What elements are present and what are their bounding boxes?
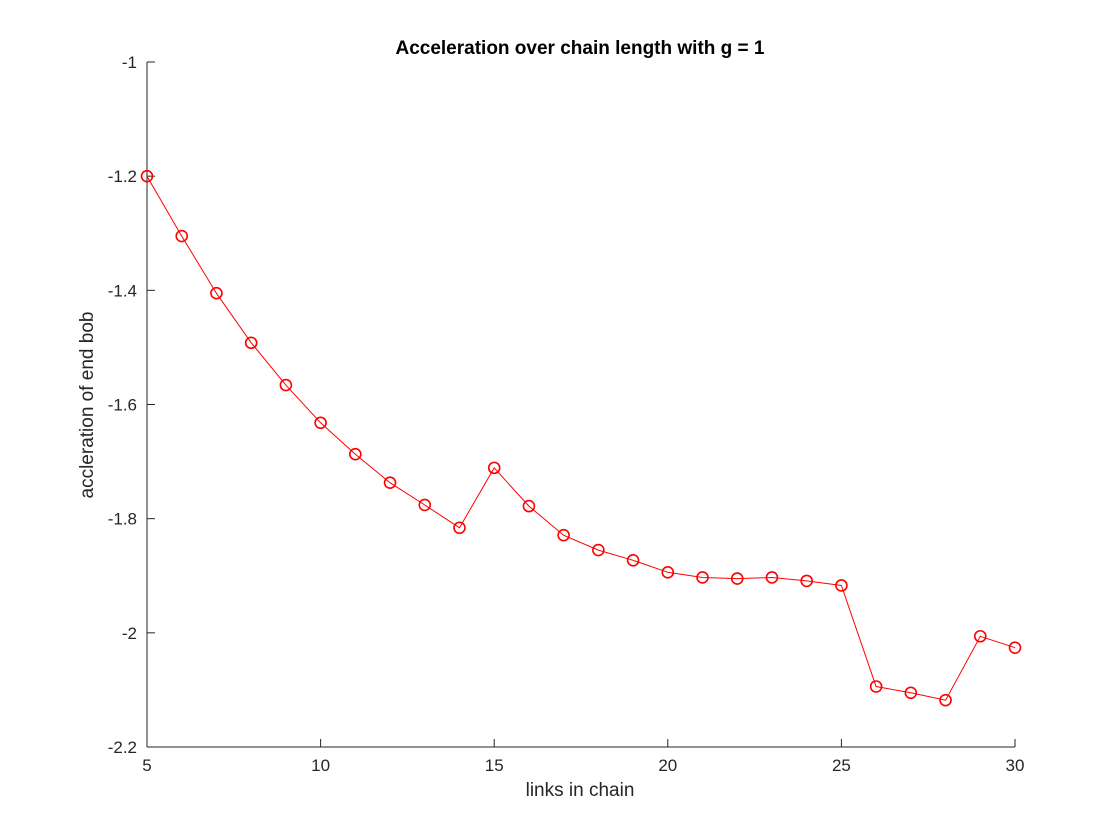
y-tick-label: -1	[122, 53, 137, 72]
data-point	[522, 499, 536, 513]
y-tick-label: -2.2	[108, 738, 137, 757]
data-point	[626, 554, 640, 567]
data-point	[383, 476, 397, 490]
x-tick-label: 30	[1006, 756, 1025, 775]
data-point	[453, 521, 466, 535]
y-tick-label: -2	[122, 624, 137, 643]
data-point	[869, 680, 883, 693]
x-tick-label: 15	[485, 756, 504, 775]
y-tick-label: -1.2	[108, 167, 137, 186]
data-point	[210, 286, 223, 300]
data-point	[557, 528, 570, 542]
data-point	[244, 336, 258, 350]
chart-title: Acceleration over chain length with g = …	[395, 38, 764, 59]
x-tick-label: 20	[658, 756, 677, 775]
data-point	[592, 543, 605, 557]
data-point	[835, 579, 848, 592]
data-point	[140, 169, 154, 183]
data-point	[973, 629, 987, 643]
x-tick-label: 5	[142, 756, 151, 775]
data-point	[730, 572, 744, 585]
data-point	[800, 574, 813, 588]
y-tick-label: -1.6	[108, 396, 137, 415]
y-tick-label: -1.8	[108, 510, 137, 529]
data-point	[279, 378, 293, 392]
series-line	[146, 175, 1016, 701]
y-axis-label: accleration of end bob	[77, 312, 98, 499]
data-point	[175, 229, 189, 243]
data-point	[487, 461, 501, 475]
data-point	[661, 566, 675, 579]
data-point	[1008, 641, 1022, 654]
x-tick-label: 25	[832, 756, 851, 775]
plot-area: 5 10 15 20 25 30 -2.2 -2 -1.8 -1.6 -1.4 -1.2 -1	[108, 53, 1025, 775]
data-point	[349, 447, 362, 461]
y-tick-label: -1.4	[108, 281, 137, 300]
data-point	[418, 498, 432, 512]
data-point	[696, 571, 709, 584]
data-point	[904, 686, 918, 700]
x-axis-label: links in chain	[526, 780, 635, 801]
data-point	[939, 693, 952, 707]
data-point	[765, 571, 779, 584]
x-tick-label: 10	[311, 756, 330, 775]
data-point	[314, 416, 327, 430]
